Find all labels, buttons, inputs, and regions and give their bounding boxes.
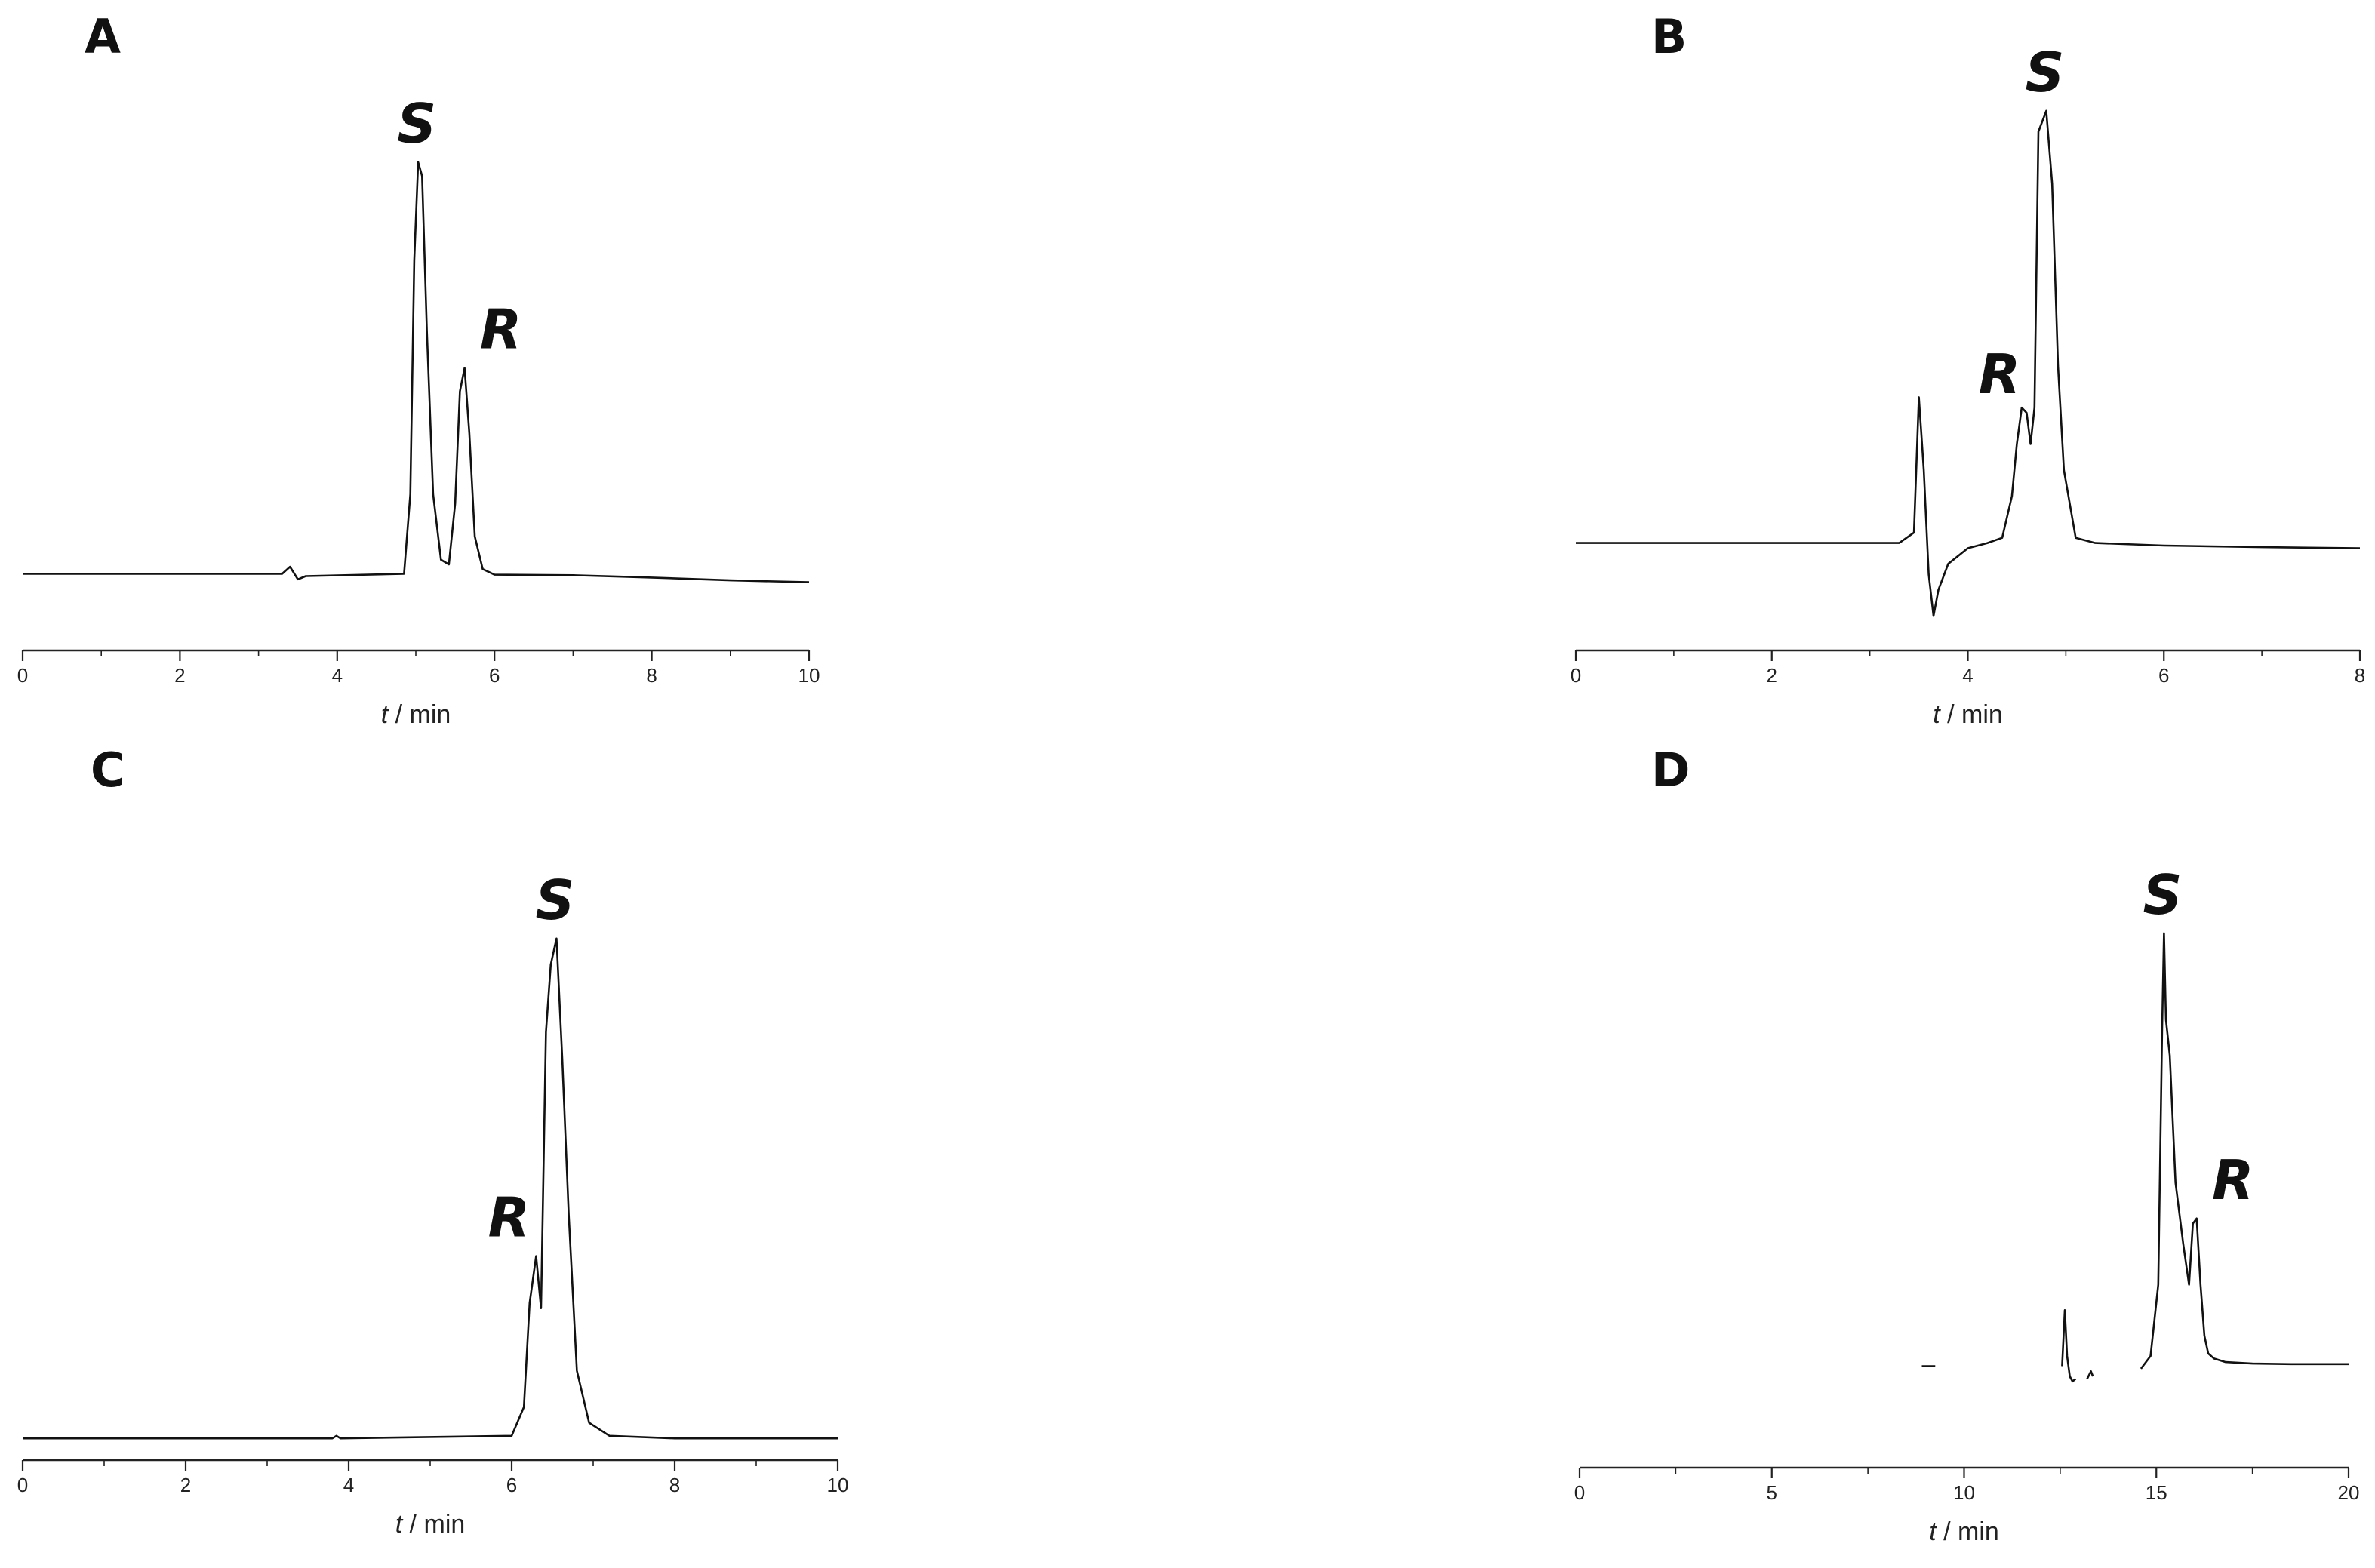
x-tick-label: 6 xyxy=(506,1474,517,1496)
panel-letter-d: D xyxy=(1651,742,1690,798)
x-axis-title: t / min xyxy=(381,700,451,729)
peak-label-s: S xyxy=(535,869,574,932)
peak-label-r: R xyxy=(488,1186,530,1250)
chart-panel-d: 0 5 10 15 20 t / min S R xyxy=(1574,863,2360,1546)
x-axis-title: t / min xyxy=(1933,700,2003,729)
x-tick-label: 2 xyxy=(1767,664,1777,687)
x-tick-label: 0 xyxy=(1574,1481,1585,1504)
x-tick-label: 20 xyxy=(2338,1481,2360,1504)
x-tick-label: 8 xyxy=(2355,664,2365,687)
chromatogram-trace xyxy=(2086,1370,2094,1379)
chromatogram-trace xyxy=(1576,109,2361,617)
x-tick-label: 6 xyxy=(2158,664,2169,687)
x-tick-label: 10 xyxy=(827,1474,849,1496)
peak-label-s: S xyxy=(397,92,436,155)
peak-label-r: R xyxy=(480,298,521,361)
chart-panel-a: 0 2 4 6 8 10 t / min S R xyxy=(17,92,820,729)
x-tick-label: 4 xyxy=(1962,664,1973,687)
x-tick-label: 0 xyxy=(1571,664,1581,687)
chromatogram-trace xyxy=(23,937,838,1440)
chart-panel-c: 0 2 4 6 8 10 t / min R S xyxy=(17,869,849,1539)
x-axis-title: t / min xyxy=(1929,1517,1999,1546)
x-tick-label: 15 xyxy=(2146,1481,2167,1504)
x-tick-label: 4 xyxy=(332,664,343,687)
x-tick-label: 8 xyxy=(669,1474,680,1496)
x-tick-label: 10 xyxy=(798,664,820,687)
peak-label-s: S xyxy=(2143,863,2183,927)
chromatogram-trace xyxy=(2061,1309,2077,1383)
chromatogram-trace xyxy=(23,161,810,583)
peak-label-r: R xyxy=(1979,343,2020,406)
x-tick-label: 2 xyxy=(180,1474,191,1496)
panel-letter-c: C xyxy=(91,742,125,798)
x-tick-label: 2 xyxy=(174,664,185,687)
x-tick-label: 8 xyxy=(646,664,657,687)
x-tick-label: 0 xyxy=(17,1474,28,1496)
panel-letter-a: A xyxy=(85,9,121,64)
chromatogram-trace xyxy=(2140,932,2349,1370)
x-tick-label: 6 xyxy=(489,664,500,687)
panel-letter-b: B xyxy=(1651,9,1687,64)
x-tick-label: 5 xyxy=(1767,1481,1777,1504)
x-tick-label: 0 xyxy=(17,664,28,687)
x-tick-label: 10 xyxy=(1953,1481,1975,1504)
x-axis-title: t / min xyxy=(395,1510,466,1539)
peak-label-s: S xyxy=(2025,41,2064,104)
x-tick-label: 4 xyxy=(343,1474,354,1496)
peak-label-r: R xyxy=(2212,1148,2253,1212)
chart-panel-b: 0 2 4 6 8 t / min R S xyxy=(1571,41,2365,729)
